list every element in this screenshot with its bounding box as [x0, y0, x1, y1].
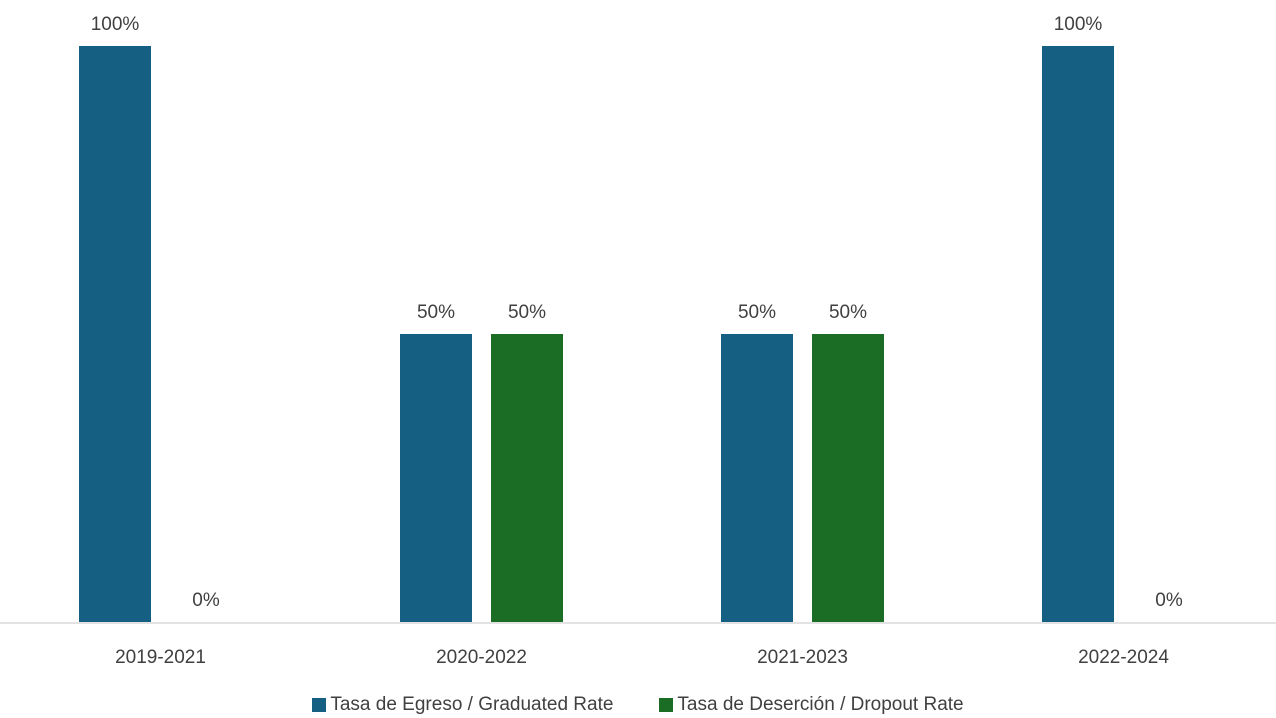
bar-s0-2021-2023: [721, 334, 793, 622]
bar-s0-2020-2022: [400, 334, 472, 622]
bar-value-label: 0%: [192, 590, 220, 611]
legend-item-graduated: Tasa de Egreso / Graduated Rate: [312, 694, 613, 716]
category-label: 2021-2023: [757, 647, 848, 668]
bar-value-label: 100%: [1054, 14, 1103, 35]
chart-value-labels: 100% 0% 50% 50% 50% 50% 100% 0%: [91, 14, 1183, 611]
bar-value-label: 50%: [508, 302, 546, 323]
category-label: 2020-2022: [436, 647, 527, 668]
legend-label-dropout: Tasa de Deserción / Dropout Rate: [677, 694, 964, 715]
bar-value-label: 50%: [417, 302, 455, 323]
bar-s1-2020-2022: [491, 334, 563, 622]
bar-value-label: 100%: [91, 14, 140, 35]
legend-label-graduated: Tasa de Egreso / Graduated Rate: [330, 694, 614, 715]
bar-value-label: 0%: [1155, 590, 1183, 611]
legend-swatch-dropout: [659, 698, 674, 712]
chart-legend: Tasa de Egreso / Graduated Rate Tasa de …: [0, 694, 1276, 716]
bar-s0-2022-2024: [1042, 46, 1114, 622]
bar-s1-2021-2023: [812, 334, 884, 622]
chart-category-labels: 2019-2021 2020-2022 2021-2023 2022-2024: [115, 647, 1169, 668]
bar-value-label: 50%: [738, 302, 776, 323]
bar-value-label: 50%: [829, 302, 867, 323]
category-label: 2019-2021: [115, 647, 206, 668]
legend-item-dropout: Tasa de Deserción / Dropout Rate: [659, 694, 964, 716]
bar-s0-2019-2021: [79, 46, 151, 622]
legend-swatch-graduated: [312, 698, 327, 712]
category-label: 2022-2024: [1078, 647, 1169, 668]
chart-bars: [79, 46, 1114, 622]
